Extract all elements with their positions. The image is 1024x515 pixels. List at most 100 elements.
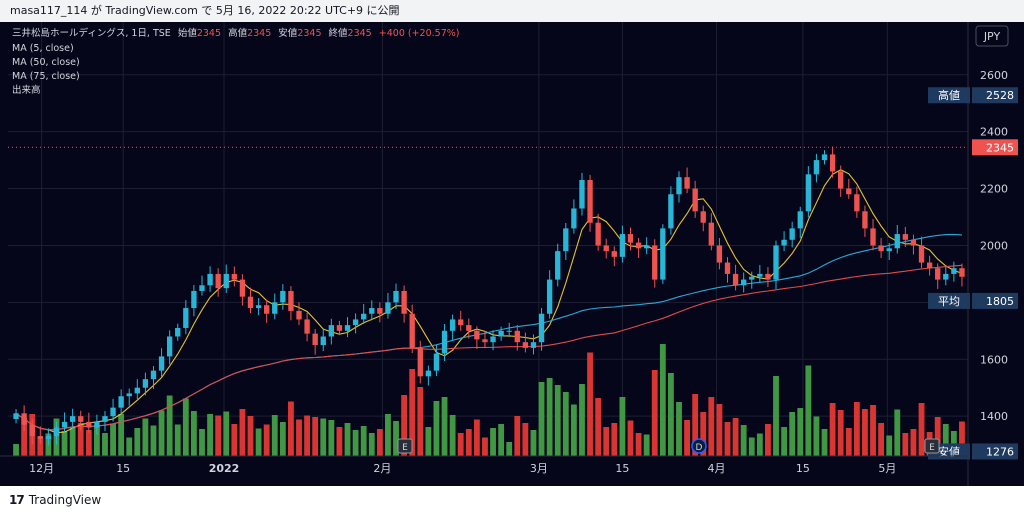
candle-body <box>458 319 464 326</box>
chart-panel[interactable]: 14001600180020002200240026002528高値234518… <box>0 22 1024 486</box>
candle-body <box>951 268 957 274</box>
volume-bar <box>789 412 796 456</box>
volume-bar <box>700 412 707 456</box>
volume-bar <box>562 392 569 456</box>
price-label-box <box>972 443 1018 460</box>
price-label-name: 平均 <box>938 295 960 308</box>
candle-body <box>255 305 262 309</box>
volume-bar <box>910 429 917 456</box>
volume-bar <box>473 419 480 456</box>
candle-body <box>878 245 884 252</box>
volume-bar <box>102 433 108 456</box>
candle-body <box>207 273 213 286</box>
candle-body <box>304 319 310 334</box>
candle-body <box>862 211 868 229</box>
dividend-marker[interactable] <box>691 438 707 454</box>
volume-bar <box>199 429 205 456</box>
candle-body <box>797 211 803 229</box>
candle-body <box>328 325 335 337</box>
volume-bar <box>579 384 585 456</box>
candle-body <box>813 160 820 175</box>
volume-bar <box>352 430 359 456</box>
volume-bar <box>829 403 836 456</box>
x-tick-label: 15 <box>615 462 629 475</box>
legend-indicator-ma5[interactable]: MA (5, close) <box>12 43 74 54</box>
candle-body <box>466 325 472 331</box>
volume-bar <box>692 394 699 456</box>
candle-body <box>894 234 900 249</box>
volume-bar <box>344 423 351 456</box>
volume-bar <box>740 425 747 456</box>
candle-body <box>361 313 367 320</box>
candle-body <box>959 268 965 277</box>
volume-bar <box>603 427 610 456</box>
candle-body <box>741 279 747 286</box>
volume-bar <box>765 424 771 456</box>
price-label-box <box>972 139 1018 156</box>
volume-bar <box>368 433 375 456</box>
volume-bar <box>684 420 690 456</box>
legend-open-value: 2345 <box>197 28 221 39</box>
volume-bar <box>886 435 893 456</box>
earnings-marker[interactable] <box>924 438 940 454</box>
candle-body <box>757 273 763 277</box>
legend-symbol: 三井松島ホールディングス, 1日, TSE <box>12 27 171 39</box>
candle-body <box>150 370 157 380</box>
price-label-value: 1276 <box>986 445 1014 458</box>
candle-body <box>660 228 666 280</box>
volume-bar <box>676 402 682 456</box>
candle-body <box>781 239 787 246</box>
volume-bar <box>490 428 496 456</box>
candle-body <box>846 188 852 195</box>
publish-header: masa117_114 が TradingView.com で 5月 16, 2… <box>0 0 1024 22</box>
candle-body <box>53 427 60 437</box>
candle-body <box>401 290 407 314</box>
volume-bar <box>821 429 828 456</box>
volume-bar <box>522 423 529 456</box>
volume-bar <box>845 428 852 456</box>
volume-bar <box>21 418 28 456</box>
legend-indicator-ma50[interactable]: MA (50, close) <box>12 57 80 68</box>
currency-badge-box[interactable] <box>975 25 1009 47</box>
volume-bar <box>376 429 383 456</box>
price-label-name: 高値 <box>938 88 960 102</box>
price-label-value: 2528 <box>986 89 1014 102</box>
y-tick-label: 2000 <box>980 239 1008 252</box>
candle-body <box>166 336 173 357</box>
volume-bar <box>546 378 553 456</box>
volume-bar <box>215 415 222 456</box>
candle-body <box>676 177 682 195</box>
candle-body <box>587 180 593 223</box>
event-marker-label: E <box>929 443 935 453</box>
volume-bar <box>514 416 521 456</box>
volume-bar <box>716 404 723 456</box>
volume-bar <box>918 403 925 456</box>
volume-bar <box>279 422 286 456</box>
candle-body <box>45 436 52 439</box>
volume-bar <box>853 402 860 456</box>
currency-badge[interactable]: JPY <box>975 25 1009 47</box>
candle-body <box>29 424 35 437</box>
candle-body <box>239 279 246 297</box>
legend-indicator-volume[interactable]: 出来高 <box>12 84 41 96</box>
volume-bar <box>748 437 755 456</box>
volume-bar <box>61 431 68 456</box>
candle-body <box>344 325 351 331</box>
volume-bar <box>651 370 658 456</box>
candle-body <box>498 330 504 337</box>
volume-bar <box>659 344 666 456</box>
volume-bar <box>611 423 618 456</box>
volume-bar <box>182 398 189 456</box>
candle-body <box>692 188 698 212</box>
legend-indicator-ma75[interactable]: MA (75, close) <box>12 71 80 82</box>
candle-body <box>716 245 723 263</box>
candle-body <box>854 194 860 212</box>
price-chart[interactable]: 14001600180020002200240026002528高値234518… <box>0 22 1024 486</box>
tradingview-brand[interactable]: 17 TradingView <box>9 493 101 507</box>
candle-body <box>530 342 537 348</box>
price-label-value: 2345 <box>986 141 1014 154</box>
grid-lines <box>8 22 968 456</box>
price-label-box <box>972 87 1018 104</box>
volume-bar <box>118 414 125 456</box>
earnings-marker[interactable] <box>397 438 413 454</box>
